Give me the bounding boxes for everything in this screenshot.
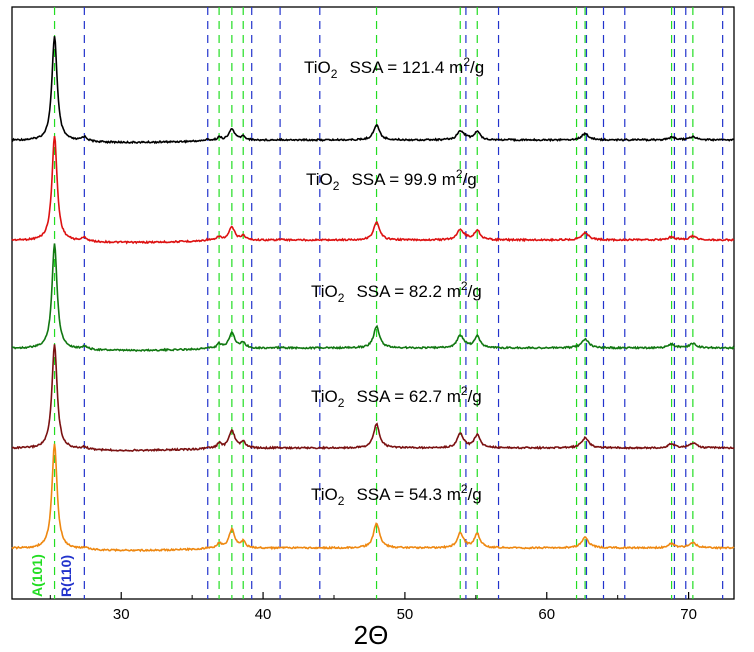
ref-label-rutile: R(110) [58, 555, 74, 597]
annotation-unit: /g [468, 282, 482, 301]
plot-frame [11, 6, 735, 600]
series-lines [11, 36, 735, 553]
xrd-series-line [11, 36, 735, 145]
annotation-exp: 2 [461, 384, 468, 398]
x-tick-label: 60 [538, 606, 555, 623]
x-tick-label: 40 [255, 606, 272, 623]
x-tick-label: 70 [680, 606, 697, 623]
series-annotation: TiO2 SSA = 62.7 m2/g [311, 384, 482, 410]
x-axis-ticks: 30 40 50 60 70 [49, 592, 697, 623]
xrd-series-line [11, 135, 735, 245]
annotation-exp: 2 [456, 167, 463, 181]
ref-label-anatase: A(101) [29, 554, 45, 597]
annotation-exp: 2 [461, 279, 468, 293]
series-annotation: TiO2 SSA = 82.2 m2/g [311, 279, 482, 305]
annotation-unit: /g [470, 58, 484, 77]
annotation-subscript: 2 [338, 494, 345, 508]
annotation-material: TiO [304, 58, 331, 77]
annotation-ssa: SSA = 121.4 m [349, 58, 463, 77]
annotation-subscript: 2 [331, 67, 338, 81]
annotation-material: TiO [311, 387, 338, 406]
series-annotation: TiO2 SSA = 121.4 m2/g [304, 55, 484, 81]
annotation-ssa: SSA = 54.3 m [356, 485, 460, 504]
annotation-ssa: SSA = 62.7 m [356, 387, 460, 406]
annotation-subscript: 2 [338, 291, 345, 305]
annotation-subscript: 2 [333, 179, 340, 193]
xrd-series-line [12, 243, 735, 353]
annotation-material: TiO [311, 485, 338, 504]
x-tick-label: 50 [397, 606, 414, 623]
annotation-unit: /g [463, 170, 477, 189]
annotation-unit: /g [468, 485, 482, 504]
annotation-subscript: 2 [338, 396, 345, 410]
reference-lines [53, 7, 724, 599]
annotation-material: TiO [311, 282, 338, 301]
x-tick-label: 30 [113, 606, 130, 623]
xrd-series-line [11, 344, 735, 453]
xrd-series-line [11, 443, 735, 553]
annotation-unit: /g [468, 387, 482, 406]
annotation-exp: 2 [463, 55, 470, 69]
annotation-exp: 2 [461, 482, 468, 496]
series-annotation: TiO2 SSA = 54.3 m2/g [311, 482, 482, 508]
x-axis-title: 2Θ [354, 620, 389, 650]
annotation-ssa: SSA = 99.9 m [351, 170, 455, 189]
annotation-material: TiO [306, 170, 333, 189]
series-annotation: TiO2 SSA = 99.9 m2/g [306, 167, 477, 193]
annotation-ssa: SSA = 82.2 m [356, 282, 460, 301]
